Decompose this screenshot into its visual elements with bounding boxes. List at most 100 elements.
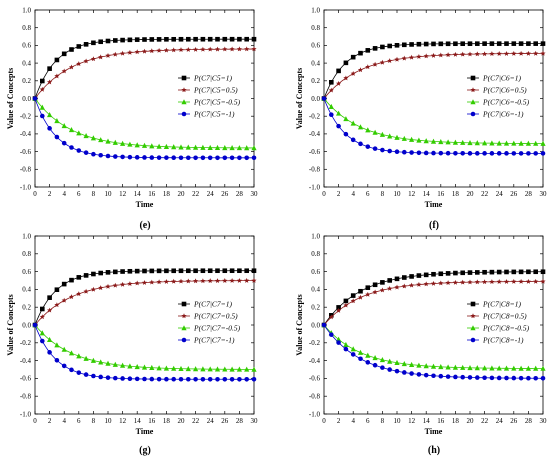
data-point	[113, 154, 118, 159]
x-tick-label: 12	[119, 190, 127, 198]
data-point	[186, 155, 191, 161]
data-point	[134, 268, 140, 274]
data-point	[156, 37, 162, 42]
data-point	[193, 144, 199, 150]
y-tick-label: 0.8	[311, 24, 320, 32]
data-point	[489, 51, 495, 56]
x-tick-label: 26	[510, 190, 518, 198]
data-point	[328, 87, 334, 93]
data-point	[207, 46, 213, 52]
data-point	[207, 366, 213, 372]
data-point	[112, 282, 118, 288]
data-point	[482, 41, 487, 46]
series-line	[323, 98, 543, 154]
data-point	[186, 36, 191, 42]
data-point	[540, 375, 546, 381]
y-tick-label: 0.2	[311, 304, 320, 312]
data-point	[394, 276, 400, 282]
data-point	[244, 268, 249, 274]
data-point	[185, 144, 191, 150]
data-point	[222, 278, 228, 283]
data-point	[409, 136, 415, 142]
data-point	[244, 366, 250, 372]
data-point	[372, 129, 378, 135]
data-point	[214, 366, 221, 372]
data-point	[357, 67, 364, 73]
data-point	[237, 376, 242, 382]
x-tick-label: 20	[178, 417, 186, 425]
data-point	[336, 68, 341, 74]
legend-marker	[470, 75, 476, 81]
data-point	[343, 75, 349, 81]
data-point	[489, 365, 495, 371]
legend-label: P(C7|C7=1)	[193, 300, 232, 309]
legend-label: P(C7|C5=-0.5)	[193, 98, 241, 107]
y-tick-label: -1.0	[20, 183, 32, 191]
data-point	[193, 376, 198, 382]
data-point	[445, 139, 451, 145]
data-point	[401, 360, 407, 367]
data-point	[475, 375, 480, 380]
data-point	[105, 38, 111, 44]
data-point	[482, 375, 487, 381]
x-tick-label: 20	[467, 417, 475, 425]
x-tick-label: 0	[33, 417, 37, 425]
data-point	[387, 133, 393, 139]
x-tick-label: 12	[119, 417, 127, 425]
series-1	[32, 268, 257, 328]
data-point	[365, 64, 371, 70]
data-point	[47, 126, 52, 131]
data-point	[134, 142, 140, 148]
series-line	[34, 324, 254, 380]
data-point	[452, 279, 458, 285]
chart-panel: -1.0 -0.8 -0.6 -0.4 -0.2 0.0 0.2 0.4 0.6 0.8 1.0 0 2…	[295, 232, 547, 456]
data-point	[518, 41, 524, 46]
data-point	[76, 61, 82, 67]
data-point	[54, 302, 60, 308]
data-point	[343, 302, 349, 308]
data-point	[76, 291, 82, 297]
data-point	[409, 371, 414, 376]
data-point	[214, 46, 221, 52]
data-point	[164, 155, 169, 160]
y-tick-label: 0.8	[22, 24, 31, 32]
data-point	[54, 342, 60, 348]
data-point	[222, 366, 228, 372]
legend-marker	[470, 337, 476, 343]
data-point	[98, 359, 104, 365]
x-tick-label: 10	[394, 417, 402, 425]
data-point	[61, 140, 67, 146]
data-point	[54, 57, 60, 63]
data-point	[200, 278, 206, 284]
data-point	[474, 365, 480, 371]
data-point	[540, 151, 546, 156]
y-tick-label: 0.4	[22, 59, 31, 67]
data-point	[357, 294, 364, 300]
legend: P(C7|C6=1) P(C7|C6=0.5) P(C7|C6=-0.5) P(C7|…	[467, 74, 530, 119]
chart-panel: -1.0 -0.8 -0.6 -0.4 -0.2 0.0 0.2 0.4 0.6 0.8 1.0 0 2…	[6, 232, 258, 456]
data-point	[214, 144, 221, 151]
y-tick-label: -0.6	[309, 148, 321, 156]
y-tick-label: -0.8	[20, 166, 32, 174]
legend-label: P(C7|C5=0.5)	[193, 86, 238, 95]
data-point	[401, 55, 407, 61]
data-point	[504, 375, 509, 381]
data-point	[402, 275, 407, 280]
data-point	[105, 270, 111, 275]
x-tick-label: 4	[62, 190, 66, 198]
data-point	[61, 122, 67, 129]
data-point	[105, 283, 111, 289]
data-point	[489, 279, 495, 285]
legend-marker	[470, 87, 476, 93]
data-point	[518, 269, 524, 275]
x-tick-label: 26	[510, 417, 518, 425]
data-point	[467, 375, 473, 380]
data-point	[380, 44, 385, 50]
data-point	[438, 280, 444, 286]
data-point	[222, 36, 228, 42]
data-point	[482, 279, 488, 285]
y-axis-title: Value of Concepts	[295, 68, 304, 129]
data-point	[533, 269, 538, 275]
data-point	[105, 138, 111, 144]
